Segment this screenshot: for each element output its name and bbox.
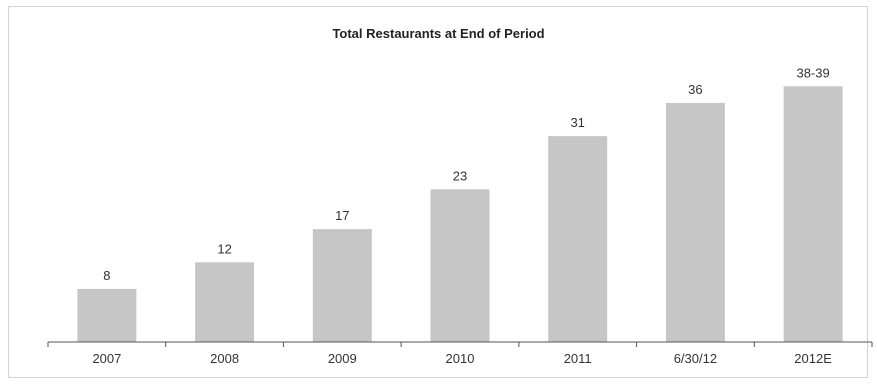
bar-2011 <box>548 136 608 342</box>
data-label-2010: 23 <box>453 168 467 183</box>
data-labels-layer: 8 12 17 23 31 36 38-39 <box>103 65 829 283</box>
x-tick-label-2012E: 2012E <box>794 351 832 366</box>
x-tick-label-6/30/12: 6/30/12 <box>674 351 717 366</box>
data-label-6/30/12: 36 <box>688 82 702 97</box>
bar-2008 <box>195 262 255 342</box>
bar-2009 <box>312 229 372 342</box>
x-axis: 2007 2008 2009 2010 2011 6/30/12 2012E <box>47 341 873 366</box>
x-tick-label-2011: 2011 <box>564 351 592 366</box>
x-tick-label-2010: 2010 <box>446 351 475 366</box>
x-tick-label-2009: 2009 <box>328 351 357 366</box>
data-label-2012E: 38-39 <box>796 65 829 80</box>
data-label-2011: 31 <box>570 115 584 130</box>
data-label-2009: 17 <box>335 208 349 223</box>
bars-layer <box>77 86 843 343</box>
chart-title: Total Restaurants at End of Period <box>332 26 545 41</box>
x-tick-label-2008: 2008 <box>210 351 239 366</box>
bar-2010 <box>430 189 490 342</box>
bar-2007 <box>77 288 137 342</box>
bar-2012E <box>783 86 843 342</box>
x-tick-label-2007: 2007 <box>92 351 121 366</box>
bar-6/30/12 <box>665 102 725 343</box>
data-label-2007: 8 <box>103 268 110 283</box>
data-label-2008: 12 <box>217 241 231 256</box>
